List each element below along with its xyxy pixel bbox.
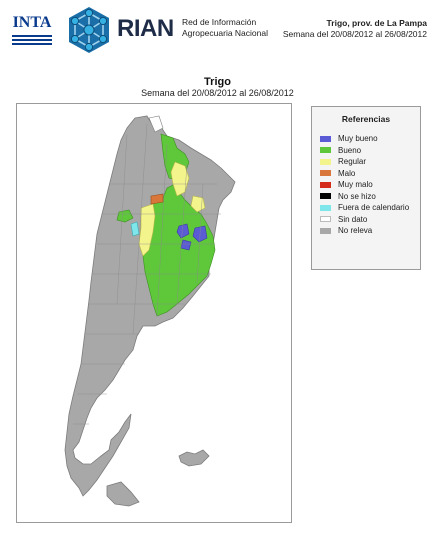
region-bueno-west xyxy=(116,209,134,223)
rian-network-icon xyxy=(69,7,109,53)
legend-item: Muy malo xyxy=(320,179,420,191)
legend-label: Regular xyxy=(338,157,367,167)
legend-swatch xyxy=(320,181,331,188)
region-tierra-del-fuego xyxy=(106,481,140,507)
argentina-map xyxy=(64,115,236,507)
region-malo xyxy=(150,193,164,205)
inta-logo: INTA xyxy=(10,13,54,47)
legend-label: Malo xyxy=(338,168,356,178)
legend-swatch xyxy=(320,135,331,142)
legend-item: No releva xyxy=(320,225,420,237)
legend-item: No se hizo xyxy=(320,191,420,203)
legend-items: Muy bueno Bueno Regular Malo Muy malo No… xyxy=(312,133,420,237)
rian-subtitle-line2: Agropecuaria Nacional xyxy=(182,28,268,38)
legend-item: Regular xyxy=(320,156,420,168)
legend-swatch xyxy=(320,204,331,211)
region-no-releva xyxy=(64,115,236,497)
legend-label: Sin dato xyxy=(338,214,368,224)
region-fuera-de-calendario xyxy=(130,221,140,237)
legend-item: Muy bueno xyxy=(320,133,420,145)
report-period: Semana del 20/08/2012 al 26/08/2012 xyxy=(282,29,427,39)
inta-logo-stripes xyxy=(12,35,52,47)
legend-swatch xyxy=(320,193,331,200)
legend-swatch xyxy=(320,158,331,165)
report-title: Trigo, prov. de La Pampa xyxy=(326,18,427,28)
rian-subtitle-line1: Red de Información xyxy=(182,17,257,27)
inta-logo-text: INTA xyxy=(12,14,52,31)
department-borders xyxy=(73,123,221,425)
region-muy-bueno-3 xyxy=(180,239,192,251)
legend-swatch xyxy=(320,227,331,234)
legend-swatch xyxy=(320,170,331,177)
legend-item: Sin dato xyxy=(320,214,420,226)
region-islas-malvinas xyxy=(178,449,210,467)
map-title: Trigo xyxy=(204,76,231,88)
legend-item: Bueno xyxy=(320,145,420,157)
rian-subtitle: Red de Información Agropecuaria Nacional xyxy=(182,17,268,39)
legend-swatch xyxy=(320,216,331,223)
legend-label: Muy bueno xyxy=(338,134,378,144)
legend-item: Malo xyxy=(320,168,420,180)
region-regular-north xyxy=(170,161,190,197)
legend-label: Muy malo xyxy=(338,180,373,190)
legend-label: Bueno xyxy=(338,145,362,155)
map-panel xyxy=(16,103,292,523)
region-sin-dato xyxy=(148,115,164,133)
map-subtitle: Semana del 20/08/2012 al 26/08/2012 xyxy=(141,88,294,98)
legend-item: Fuera de calendario xyxy=(320,202,420,214)
legend-label: No releva xyxy=(338,226,373,236)
region-regular-west xyxy=(138,203,156,257)
legend: Referencias Muy bueno Bueno Regular Malo… xyxy=(311,106,421,270)
rian-logo-text: RIAN xyxy=(117,15,174,42)
legend-label: No se hizo xyxy=(338,191,376,201)
report-header: INTA RIAN Red de Información Agropecuari… xyxy=(0,0,435,60)
legend-label: Fuera de calendario xyxy=(338,203,410,213)
legend-title: Referencias xyxy=(341,114,391,124)
report-info: Trigo, prov. de La Pampa Semana del 20/0… xyxy=(283,18,427,40)
legend-swatch xyxy=(320,147,331,154)
region-muy-bueno-1 xyxy=(176,223,190,239)
map-heading: Trigo Semana del 20/08/2012 al 26/08/201… xyxy=(0,76,435,98)
